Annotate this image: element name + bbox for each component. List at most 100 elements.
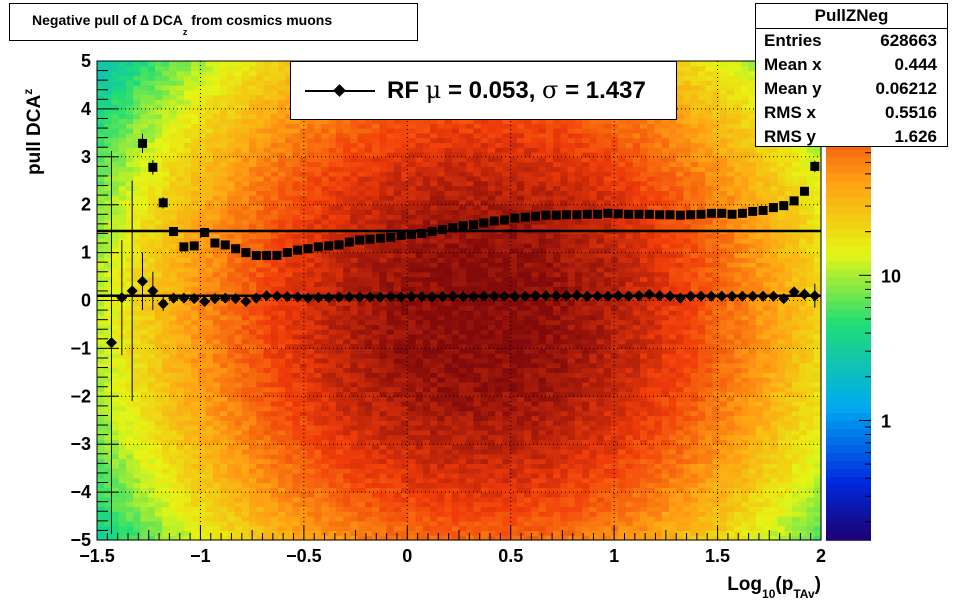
heatmap-cell bbox=[220, 453, 228, 460]
heatmap-cell bbox=[263, 75, 272, 81]
heatmap-cell bbox=[306, 310, 315, 316]
heatmap-cell bbox=[415, 535, 424, 541]
heatmap-cell bbox=[205, 266, 214, 273]
heatmap-cell bbox=[444, 334, 453, 340]
heatmap-cell bbox=[118, 137, 127, 144]
heatmap-cell bbox=[335, 362, 344, 369]
heatmap-cell bbox=[227, 444, 236, 450]
heatmap-cell bbox=[234, 156, 243, 163]
heatmap-cell bbox=[357, 377, 366, 383]
heatmap-cell bbox=[263, 377, 272, 383]
heatmap-cell bbox=[256, 348, 265, 354]
heatmap-cell bbox=[118, 434, 127, 441]
heatmap-cell bbox=[263, 137, 272, 144]
heatmap-cell bbox=[263, 477, 272, 484]
heatmap-cell bbox=[401, 223, 409, 230]
heatmap-cell bbox=[198, 492, 207, 498]
heatmap-cell bbox=[415, 468, 424, 474]
heatmap-cell bbox=[212, 319, 221, 326]
heatmap-cell bbox=[118, 128, 127, 134]
heatmap-cell bbox=[278, 420, 286, 426]
heatmap-cell bbox=[270, 128, 279, 134]
heatmap-cell bbox=[191, 444, 199, 450]
heatmap-cell bbox=[249, 381, 257, 388]
heatmap-cell bbox=[198, 310, 207, 316]
heatmap-cell bbox=[212, 199, 221, 206]
heatmap-cell bbox=[364, 415, 373, 421]
heatmap-cell bbox=[270, 477, 279, 484]
heatmap-cell bbox=[415, 377, 424, 383]
heatmap-cell bbox=[306, 453, 315, 460]
heatmap-cell bbox=[350, 458, 359, 464]
heatmap-cell bbox=[444, 362, 453, 369]
heatmap-cell bbox=[422, 214, 431, 220]
heatmap-cell bbox=[169, 405, 178, 412]
heatmap-cell bbox=[314, 516, 323, 522]
heatmap-cell bbox=[401, 305, 409, 311]
heatmap-cell bbox=[147, 348, 156, 354]
heatmap-cell bbox=[162, 525, 170, 532]
heatmap-cell bbox=[212, 391, 221, 397]
heatmap-cell bbox=[169, 247, 178, 254]
heatmap-cell bbox=[299, 420, 308, 426]
heatmap-cell bbox=[220, 386, 228, 393]
heatmap-cell bbox=[299, 381, 308, 388]
heatmap-cell bbox=[133, 180, 142, 187]
heatmap-cell bbox=[364, 396, 373, 402]
heatmap-cell bbox=[430, 118, 438, 124]
heatmap-cell bbox=[111, 199, 120, 206]
heatmap-cell bbox=[191, 137, 199, 144]
heatmap-cell bbox=[350, 362, 359, 369]
heatmap-cell bbox=[125, 257, 134, 263]
heatmap-cell bbox=[263, 362, 272, 369]
heatmap-cell bbox=[118, 104, 127, 110]
heatmap-cell bbox=[415, 405, 424, 412]
heatmap-cell bbox=[176, 233, 185, 239]
heatmap-cell bbox=[408, 252, 417, 258]
heatmap-cell bbox=[350, 314, 359, 321]
heatmap-cell bbox=[350, 353, 359, 359]
heatmap-cell bbox=[270, 381, 279, 388]
heatmap-cell bbox=[133, 501, 142, 508]
heatmap-cell bbox=[285, 89, 294, 96]
heatmap-cell bbox=[357, 396, 366, 402]
heatmap-cell bbox=[111, 247, 120, 254]
heatmap-cell bbox=[292, 420, 301, 426]
heatmap-cell bbox=[372, 492, 380, 498]
heatmap-cell bbox=[241, 65, 250, 72]
heatmap-cell bbox=[364, 444, 373, 450]
heatmap-cell bbox=[379, 381, 388, 388]
heatmap-cell bbox=[111, 381, 120, 388]
heatmap-cell bbox=[437, 238, 446, 244]
heatmap-cell bbox=[249, 319, 257, 326]
heatmap-cell bbox=[147, 152, 156, 158]
heatmap-cell bbox=[220, 266, 228, 273]
heatmap-cell bbox=[299, 252, 308, 258]
heatmap-cell bbox=[212, 185, 221, 191]
heatmap-cell bbox=[183, 305, 192, 311]
heatmap-cell bbox=[169, 357, 178, 364]
heatmap-cell bbox=[176, 204, 185, 211]
heatmap-cell bbox=[212, 482, 221, 488]
heatmap-cell bbox=[444, 463, 453, 469]
heatmap-cell bbox=[393, 530, 402, 536]
heatmap-cell bbox=[314, 525, 323, 532]
heatmap-cell bbox=[234, 199, 243, 206]
heatmap-cell bbox=[270, 286, 279, 292]
heatmap-cell bbox=[263, 247, 272, 254]
heatmap-cell bbox=[285, 80, 294, 86]
heatmap-cell bbox=[299, 377, 308, 383]
heatmap-cell bbox=[227, 61, 236, 67]
heatmap-cell bbox=[241, 496, 250, 503]
heatmap-cell bbox=[147, 300, 156, 306]
heatmap-cell bbox=[234, 487, 243, 493]
heatmap-cell bbox=[350, 482, 359, 488]
heatmap-cell bbox=[227, 482, 236, 488]
heatmap-cell bbox=[241, 401, 250, 407]
heatmap-cell bbox=[220, 338, 228, 345]
heatmap-cell bbox=[111, 113, 120, 120]
heatmap-cell bbox=[212, 516, 221, 522]
heatmap-cell bbox=[249, 453, 257, 460]
heatmap-cell bbox=[176, 520, 185, 527]
heatmap-cell bbox=[372, 185, 380, 191]
